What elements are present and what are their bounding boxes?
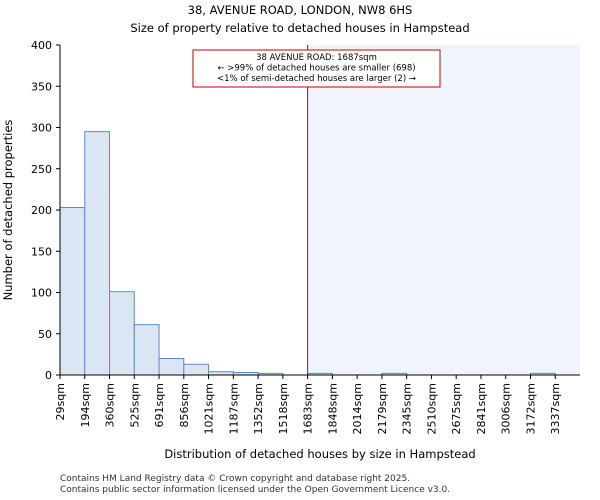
annotation-box [192, 49, 441, 88]
x-tick-label: 3172sqm [524, 383, 537, 434]
y-tick-label: 200 [31, 204, 52, 217]
y-tick-label: 150 [31, 245, 52, 258]
highlight-region [307, 45, 580, 375]
y-tick-label: 400 [31, 39, 52, 52]
x-tick-label: 2014sqm [351, 383, 364, 434]
footer-licence: Contains public sector information licen… [60, 485, 451, 495]
bar [59, 207, 86, 376]
x-tick-label: 3006sqm [500, 383, 513, 434]
plot-area: 0 50 100 150 200 250 300 350 400 29sqm 194sqm 360sq… [31, 39, 580, 434]
x-tick-label: 3337sqm [549, 383, 562, 434]
bar [158, 358, 185, 376]
annotation-line-2: ← >99% of detached houses are smaller (6… [217, 64, 415, 74]
x-tick-label: 194sqm [79, 383, 92, 427]
y-tick-label: 100 [31, 287, 52, 300]
x-tick-label: 1683sqm [302, 383, 315, 434]
x-tick-label: 1352sqm [252, 383, 265, 434]
x-tick-label: 691sqm [153, 383, 166, 427]
annotation-line-1: 38 AVENUE ROAD: 1687sqm [256, 53, 377, 63]
x-tick-label: 1518sqm [277, 383, 290, 434]
x-tick-label: 2345sqm [401, 383, 414, 434]
y-tick-label: 50 [38, 328, 52, 341]
x-tick-label: 1021sqm [203, 383, 216, 434]
bar [109, 291, 135, 376]
bar [133, 324, 160, 376]
chart-title: 38, AVENUE ROAD, LONDON, NW8 6HS [188, 3, 413, 17]
bar [183, 363, 210, 376]
y-tick-label: 250 [31, 163, 52, 176]
x-tick-label: 525sqm [128, 383, 141, 427]
x-axis-label: Distribution of detached houses by size … [164, 447, 475, 461]
x-tick-label: 2179sqm [376, 383, 389, 434]
y-axis-label: Number of detached properties [1, 120, 15, 301]
x-tick-label: 856sqm [178, 383, 191, 427]
x-tick-label: 1848sqm [326, 383, 339, 434]
y-tick-label: 0 [45, 369, 52, 382]
bar [84, 131, 111, 376]
x-tick-label: 360sqm [104, 383, 117, 427]
annotation-line-3: <1% of semi-detached houses are larger (… [217, 74, 416, 84]
x-tick-label: 2510sqm [425, 383, 438, 434]
x-tick-label: 2675sqm [450, 383, 463, 434]
y-tick-label: 350 [31, 80, 52, 93]
x-tick-label: 29sqm [54, 383, 67, 420]
x-tick-label: 1187sqm [227, 383, 240, 434]
x-tick-label: 2841sqm [475, 383, 488, 434]
y-tick-label: 300 [31, 122, 52, 135]
chart-subtitle: Size of property relative to detached ho… [130, 21, 469, 35]
footer-copyright: Contains HM Land Registry data © Crown c… [60, 474, 411, 484]
